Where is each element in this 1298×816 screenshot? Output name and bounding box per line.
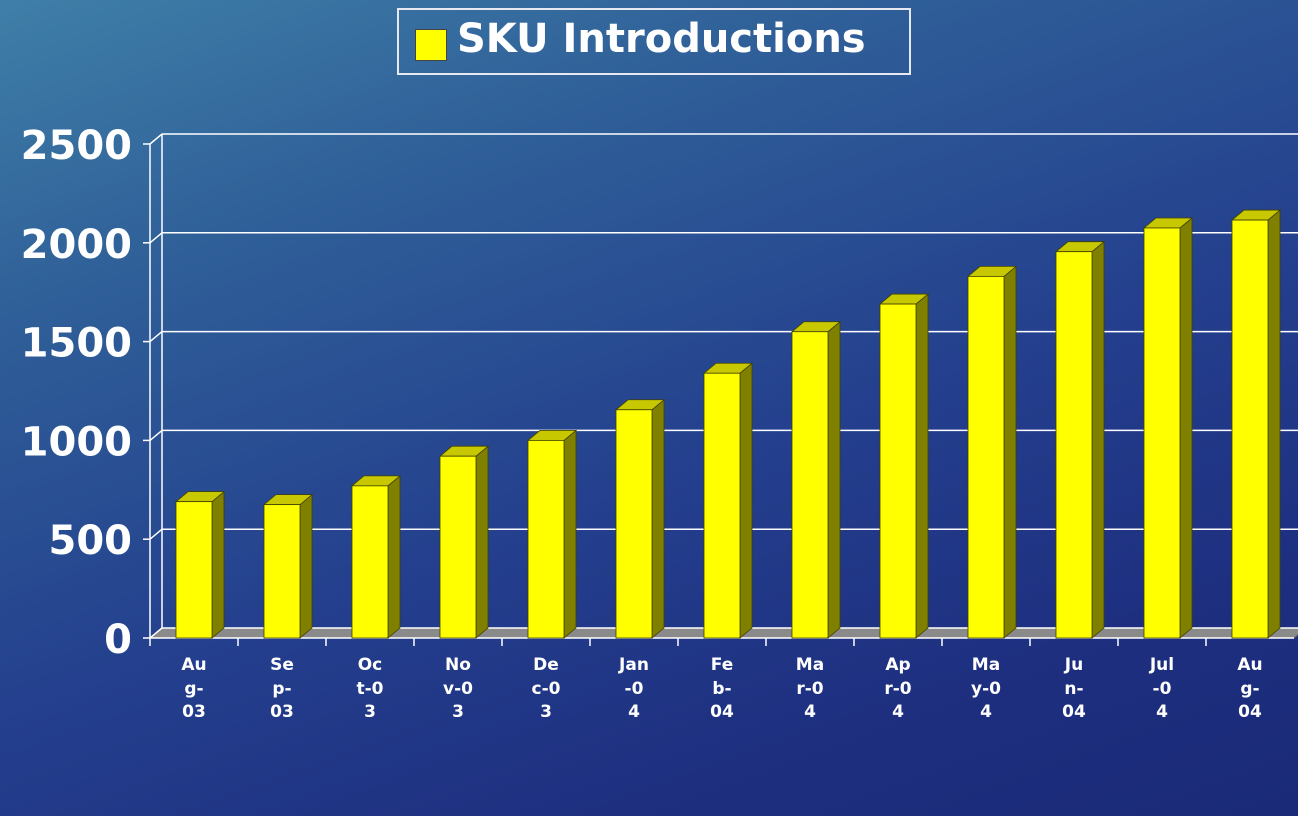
bar xyxy=(527,439,565,639)
x-tick-label: Aug-04 xyxy=(1237,655,1263,722)
bar-side xyxy=(1267,209,1281,639)
legend-swatch xyxy=(415,29,447,61)
bar-side xyxy=(1003,265,1017,639)
x-tick-label: Feb-04 xyxy=(710,655,734,722)
x-tick-label: Jul-04 xyxy=(1149,655,1175,722)
bar xyxy=(351,485,389,639)
bar xyxy=(1231,219,1269,639)
y-tick-label: 1500 xyxy=(21,321,132,367)
bar-side xyxy=(1179,217,1193,639)
x-tick-label: Jan-04 xyxy=(619,655,649,722)
y-tick-label: 0 xyxy=(104,617,132,663)
x-tick-label: Aug-03 xyxy=(181,655,207,722)
bar-side xyxy=(739,362,753,639)
bar xyxy=(791,331,829,639)
bar xyxy=(439,455,477,639)
x-tick-label: Mar-04 xyxy=(795,655,825,722)
x-tick-label: Dec-03 xyxy=(531,655,561,722)
bar-side xyxy=(827,320,841,639)
bar xyxy=(615,409,653,639)
x-tick-label: Jun-04 xyxy=(1062,655,1086,722)
bar-side xyxy=(211,490,225,639)
legend: SKU Introductions xyxy=(397,8,911,75)
legend-label: SKU Introductions xyxy=(457,16,866,62)
bar xyxy=(703,372,741,639)
bar-side xyxy=(299,493,313,639)
grid-side xyxy=(149,429,163,441)
y-tick-label: 500 xyxy=(49,518,133,564)
x-tick-label: Apr-04 xyxy=(884,655,912,722)
bar-side xyxy=(387,474,401,639)
bar-side xyxy=(651,398,665,639)
bar xyxy=(175,501,213,639)
bar xyxy=(879,303,917,639)
y-tick-label: 2000 xyxy=(21,222,132,268)
bar xyxy=(1055,251,1093,639)
grid-side xyxy=(149,331,163,343)
bar xyxy=(263,504,301,639)
x-tick-label: Oct-03 xyxy=(356,655,384,722)
bar-side xyxy=(1091,240,1105,639)
grid-side xyxy=(149,133,163,145)
x-tick-label: May-04 xyxy=(971,655,1001,722)
grid-side xyxy=(149,627,163,639)
y-tick-label: 1000 xyxy=(21,419,132,465)
x-tick-label: Nov-03 xyxy=(443,655,473,722)
bar xyxy=(1143,227,1181,639)
bar xyxy=(967,275,1005,639)
bar-side xyxy=(563,429,577,639)
grid-side xyxy=(149,232,163,244)
bar-side xyxy=(475,445,489,639)
y-tick-label: 2500 xyxy=(21,123,132,169)
x-tick-label: Sep-03 xyxy=(270,655,294,722)
grid-side xyxy=(149,528,163,540)
bar-side xyxy=(915,293,929,639)
